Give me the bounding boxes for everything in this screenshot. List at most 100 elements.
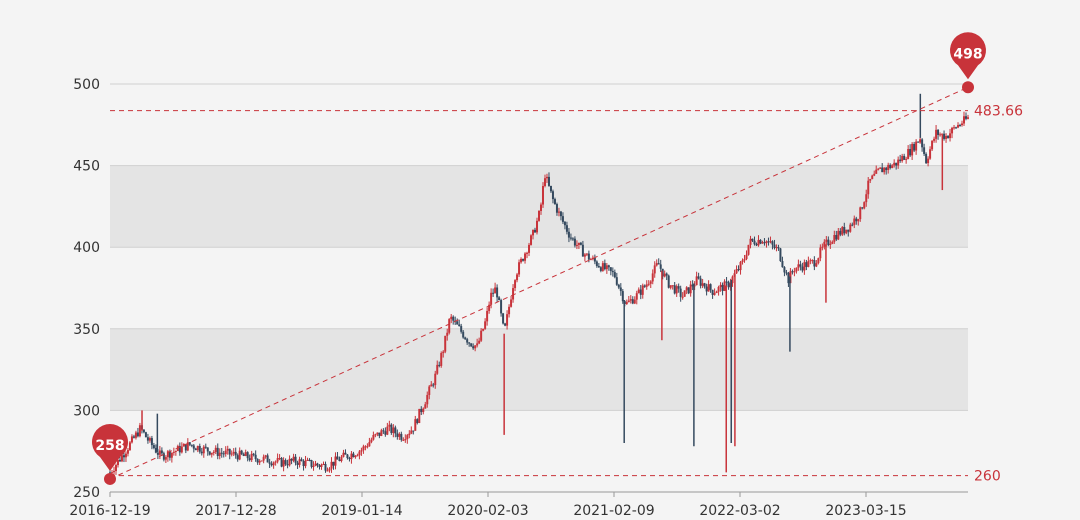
candle-body: [304, 460, 307, 467]
candle-body: [721, 284, 724, 291]
candle-body: [144, 432, 147, 438]
candle-body: [426, 394, 429, 405]
candle-body: [945, 135, 948, 139]
candle-body: [150, 438, 153, 446]
candle-body: [887, 164, 890, 171]
candle-body: [881, 167, 884, 173]
candle-body: [500, 300, 503, 314]
candle-body: [154, 448, 157, 453]
candle-body: [286, 464, 289, 466]
candle-body: [921, 139, 924, 148]
y-tick-label: 350: [73, 322, 100, 338]
candle-body: [324, 463, 327, 471]
candle-body: [747, 244, 750, 255]
x-tick-label: 2022-03-02: [699, 503, 780, 519]
candle-body: [967, 117, 969, 119]
candle-body: [931, 140, 934, 150]
candle-body: [462, 331, 465, 338]
candle-body: [711, 289, 714, 295]
candle-body: [899, 159, 902, 162]
candle-body: [817, 258, 820, 264]
candle-body: [276, 458, 279, 462]
candle-body: [587, 253, 590, 260]
candle-body: [667, 275, 670, 288]
candle-body: [951, 127, 954, 134]
candle-body: [839, 230, 842, 235]
candle-body: [569, 237, 572, 239]
candle-body: [528, 244, 531, 253]
candle-body: [450, 316, 453, 320]
candle-body: [639, 289, 642, 295]
x-tick-label: 2017-12-28: [195, 503, 276, 519]
candle-body: [597, 265, 600, 268]
candle-body: [248, 458, 251, 461]
candle-body: [320, 464, 323, 467]
candle-body: [402, 439, 405, 441]
candle-body: [763, 242, 766, 244]
candle-body: [506, 314, 509, 326]
x-tick-label: 2020-02-03: [447, 503, 528, 519]
candle-body: [138, 425, 141, 437]
candle-body: [607, 265, 610, 268]
candle-body: [665, 273, 668, 276]
candle-body: [238, 450, 241, 460]
candle-body: [769, 241, 772, 243]
candle-body: [621, 291, 624, 302]
candle-body: [713, 293, 716, 295]
candle-body: [659, 264, 662, 269]
candle-body: [396, 433, 399, 437]
candle-body: [292, 456, 295, 461]
marker-dot-1: [962, 81, 974, 94]
candle-body: [516, 274, 519, 281]
candle-body: [494, 287, 497, 294]
candle-body: [847, 229, 850, 232]
candle-body: [629, 299, 632, 301]
candle-body: [933, 138, 936, 141]
trend-line: [109, 86, 969, 480]
candle-body: [941, 133, 944, 135]
candle-body: [541, 186, 544, 205]
y-tick-label: 300: [73, 403, 100, 419]
candle-body: [643, 285, 646, 287]
candle-body: [803, 262, 806, 271]
candle-body: [767, 241, 770, 243]
candle-body: [735, 269, 738, 274]
candle-body: [410, 430, 413, 434]
candle-body: [731, 276, 734, 284]
candle-body: [374, 434, 377, 436]
candle-body: [246, 452, 249, 459]
candle-body: [414, 419, 417, 431]
candle-body: [797, 264, 800, 268]
candle-body: [498, 297, 501, 301]
candle-body: [484, 321, 487, 329]
candle-body: [565, 225, 568, 232]
candle-body: [250, 453, 253, 461]
candle-body: [819, 247, 822, 259]
marker-pin-0: [91, 423, 128, 471]
candle-body: [446, 332, 449, 336]
candle-body: [316, 463, 319, 466]
candle-body: [232, 451, 235, 454]
candle-body: [432, 384, 435, 386]
candle-body: [206, 447, 209, 452]
candle-body: [212, 451, 215, 453]
candle-body: [777, 247, 780, 249]
candle-body: [893, 162, 896, 166]
candle-body: [927, 158, 930, 164]
candle-body: [474, 345, 477, 349]
candle-body: [943, 133, 946, 139]
candle-body: [695, 276, 698, 286]
candle-body: [109, 472, 111, 474]
candle-body: [388, 424, 391, 427]
candle-body: [412, 430, 415, 432]
candle-body: [845, 229, 848, 234]
candle-body: [937, 129, 940, 135]
candle-body: [567, 231, 570, 238]
candle-body: [384, 431, 387, 435]
candle-body: [609, 267, 612, 271]
candle-body: [605, 265, 608, 270]
candle-body: [791, 271, 794, 273]
candle-body: [378, 432, 381, 436]
band-0: [110, 328, 968, 411]
candle-body: [807, 261, 810, 267]
